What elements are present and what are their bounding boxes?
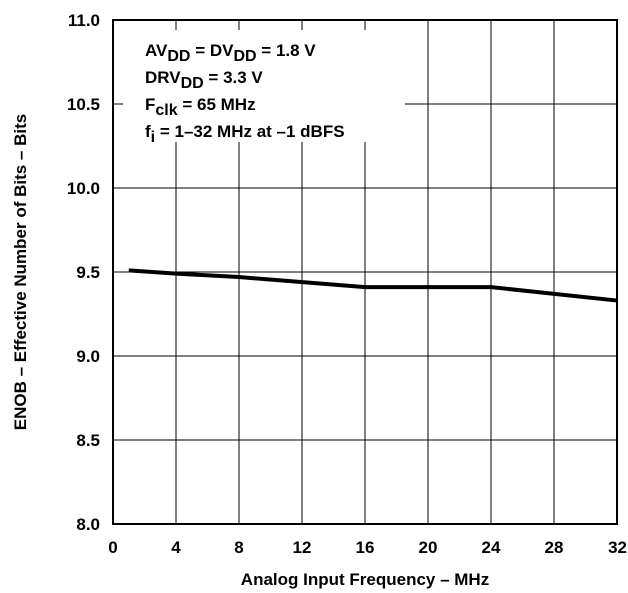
annotation-subscript: DD — [181, 75, 204, 92]
x-tick-label: 12 — [293, 538, 312, 557]
x-tick-label: 0 — [108, 538, 117, 557]
annotation-text: DRV — [145, 68, 181, 87]
annotation-line: AVDD = DVDD = 1.8 V — [145, 41, 316, 65]
y-tick-label: 10.5 — [67, 95, 100, 114]
x-axis-label: Analog Input Frequency – MHz — [241, 570, 489, 589]
annotation-text: = 3.3 V — [204, 68, 264, 87]
annotation-subscript: clk — [155, 102, 177, 119]
y-tick-label: 8.0 — [76, 515, 100, 534]
y-tick-label: 9.0 — [76, 347, 100, 366]
y-axis-label: ENOB – Effective Number of Bits – Bits — [11, 114, 30, 430]
annotation-text: f — [145, 122, 151, 141]
y-tick-label: 10.0 — [67, 179, 100, 198]
annotation-text: = 65 MHz — [178, 95, 256, 114]
y-tick-label: 9.5 — [76, 263, 100, 282]
x-tick-label: 8 — [234, 538, 243, 557]
annotation-text: = 1.8 V — [257, 41, 317, 60]
x-tick-label: 20 — [419, 538, 438, 557]
annotation-subscript: i — [151, 129, 155, 146]
annotation-subscript: DD — [233, 48, 256, 65]
x-tick-label: 32 — [608, 538, 627, 557]
x-tick-labels: 0 4 8 12 16 20 24 28 32 — [108, 538, 627, 557]
y-tick-label: 8.5 — [76, 431, 100, 450]
series-line — [128, 268, 618, 303]
x-tick-label: 4 — [171, 538, 181, 557]
annotation-text: = DV — [190, 41, 234, 60]
y-tick-label: 11.0 — [68, 11, 100, 30]
x-tick-label: 16 — [356, 538, 375, 557]
annotation-text: F — [145, 95, 155, 114]
x-tick-label: 24 — [482, 538, 501, 557]
series-group — [128, 268, 618, 303]
annotation-line: fi = 1–32 MHz at –1 dBFS — [145, 122, 345, 146]
annotation-text: AV — [145, 41, 168, 60]
annotation-text: = 1–32 MHz at –1 dBFS — [155, 122, 344, 141]
annotation-line: Fclk = 65 MHz — [145, 95, 256, 119]
y-tick-labels: 8.0 8.5 9.0 9.5 10.0 10.5 11.0 — [67, 11, 100, 534]
annotation-line: DRVDD = 3.3 V — [145, 68, 263, 92]
plot-frame — [112, 19, 618, 525]
annotation-subscript: DD — [167, 48, 190, 65]
x-tick-label: 28 — [545, 538, 564, 557]
annotation-background — [123, 30, 405, 142]
